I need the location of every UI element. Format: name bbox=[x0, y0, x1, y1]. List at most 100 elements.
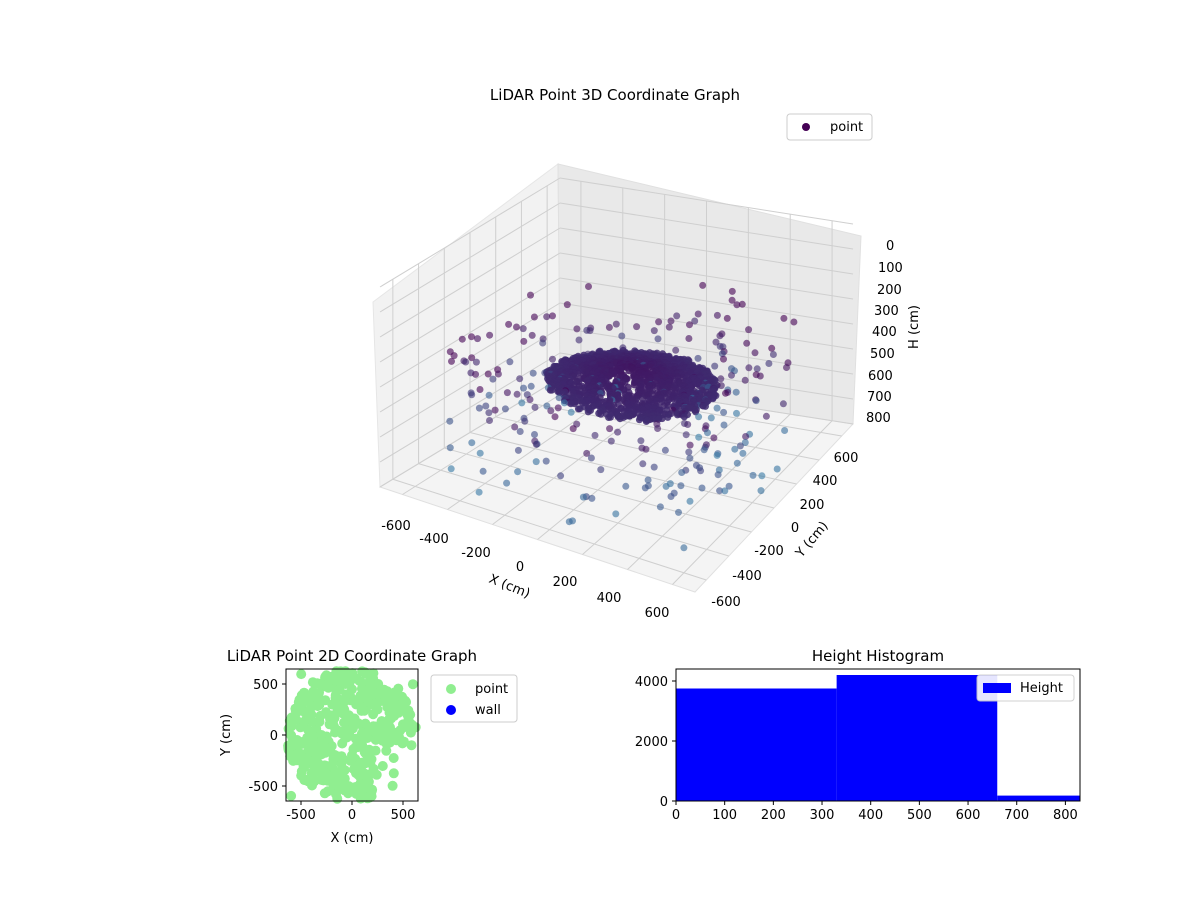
scatter-point-2d bbox=[364, 792, 375, 803]
y-tick-label: -500 bbox=[248, 780, 278, 795]
scatter-point-2d bbox=[334, 672, 345, 683]
lidar-point-3d bbox=[702, 402, 709, 410]
lidar-point-3d bbox=[526, 396, 534, 403]
scatter-point-2d bbox=[340, 696, 350, 706]
lidar-point-3d bbox=[520, 384, 527, 392]
lidar-point-3d bbox=[773, 465, 781, 473]
x-axis-label: X (cm) bbox=[331, 831, 374, 846]
point-cloud-3d bbox=[446, 281, 798, 552]
chart-3d-title: LiDAR Point 3D Coordinate Graph bbox=[490, 86, 740, 104]
lidar-point-3d bbox=[641, 484, 649, 492]
lidar-point-3d bbox=[686, 454, 694, 462]
lidar-point-3d bbox=[520, 337, 528, 345]
lidar-point-3d bbox=[530, 313, 538, 321]
scatter-point-2d bbox=[299, 687, 310, 698]
scatter-point-2d bbox=[298, 759, 309, 770]
grid-line bbox=[559, 302, 854, 350]
legend-label-point: point bbox=[830, 120, 863, 135]
z-tick-label: 300 bbox=[874, 304, 899, 319]
lidar-point-3d bbox=[573, 325, 581, 333]
lidar-point-3d bbox=[642, 418, 650, 425]
scatter-point-2d bbox=[367, 784, 378, 795]
legend-marker-point bbox=[802, 123, 810, 131]
scatter-point-2d bbox=[337, 708, 348, 719]
lidar-point-3d bbox=[506, 358, 514, 366]
lidar-point-3d bbox=[757, 487, 765, 495]
lidar-point-3d bbox=[739, 449, 747, 457]
lidar-point-3d bbox=[503, 479, 511, 487]
scatter-point-2d bbox=[316, 730, 327, 740]
grid-line bbox=[379, 252, 561, 363]
lidar-point-3d bbox=[753, 365, 761, 373]
legend-marker-wall bbox=[446, 705, 456, 715]
lidar-point-3d bbox=[704, 429, 711, 437]
lidar-point-3d bbox=[567, 400, 575, 408]
x-tick-label: 0 bbox=[348, 808, 356, 823]
scatter-point-2d bbox=[370, 745, 381, 756]
lidar-point-3d bbox=[622, 482, 630, 490]
scatter-point-2d bbox=[341, 732, 352, 743]
x-tick-label: -500 bbox=[286, 808, 316, 823]
scatter-point-2d bbox=[331, 685, 342, 696]
lidar-point-3d bbox=[743, 339, 751, 347]
scatter-point-2d bbox=[370, 734, 381, 745]
lidar-point-3d bbox=[532, 458, 540, 466]
lidar-point-3d bbox=[685, 448, 693, 456]
lidar-point-3d bbox=[769, 351, 777, 358]
scatter-point-2d bbox=[365, 689, 376, 700]
lidar-point-3d bbox=[635, 416, 643, 424]
x-tick-label: 400 bbox=[858, 808, 883, 823]
hist-bar bbox=[676, 688, 837, 801]
lidar-point-3d bbox=[614, 428, 622, 436]
lidar-point-3d bbox=[513, 323, 520, 331]
lidar-point-3d bbox=[446, 417, 454, 425]
lidar-point-3d bbox=[642, 445, 650, 453]
lidar-point-3d bbox=[779, 400, 787, 408]
lidar-point-3d bbox=[722, 389, 729, 397]
lidar-point-3d bbox=[597, 410, 605, 418]
legend-label-height: Height bbox=[1020, 681, 1063, 696]
scatter-point-2d bbox=[367, 669, 378, 680]
lidar-point-3d bbox=[462, 358, 470, 366]
x-tick-label: 0 bbox=[672, 808, 680, 823]
scatter-point-2d bbox=[377, 761, 388, 771]
scatter-point-2d bbox=[306, 709, 317, 720]
lidar-point-3d bbox=[707, 414, 715, 422]
scatter-point-2d bbox=[360, 770, 370, 781]
lidar-point-3d bbox=[569, 425, 577, 433]
lidar-point-3d bbox=[588, 494, 596, 502]
hist-bars bbox=[676, 675, 1080, 801]
y-tick-label: 0 bbox=[660, 795, 668, 810]
lidar-point-3d bbox=[680, 413, 688, 421]
scatter-point-2d bbox=[403, 705, 414, 716]
lidar-point-3d bbox=[731, 445, 739, 453]
scatter-point-2d bbox=[347, 750, 357, 761]
x-tick-label: -400 bbox=[419, 532, 449, 547]
scatter-point-2d bbox=[307, 780, 317, 791]
lidar-point-3d bbox=[539, 339, 547, 347]
lidar-point-3d bbox=[756, 372, 764, 380]
lidar-point-3d bbox=[450, 352, 458, 360]
lidar-point-3d bbox=[695, 413, 703, 421]
scatter-point-2d bbox=[314, 716, 325, 727]
lidar-point-3d bbox=[618, 332, 626, 340]
legend-3d: point bbox=[786, 113, 873, 141]
scatter-point-2d bbox=[387, 780, 398, 791]
lidar-point-3d bbox=[741, 439, 749, 446]
chart-hist: Height Histogram 0 100 200 300 400 500 600 700 8… bbox=[635, 647, 1081, 823]
scatter-point-2d bbox=[329, 721, 339, 732]
scatter-point-2d bbox=[381, 739, 392, 750]
lidar-point-3d bbox=[725, 482, 733, 490]
lidar-point-3d bbox=[527, 382, 535, 390]
scatter-point-2d bbox=[337, 764, 348, 774]
legend-hist: Height bbox=[976, 674, 1075, 702]
y-tick-label: -400 bbox=[732, 569, 762, 584]
lidar-point-3d bbox=[765, 360, 773, 367]
lidar-point-3d bbox=[531, 403, 539, 411]
x-tick-label: -200 bbox=[461, 546, 491, 561]
lidar-point-3d bbox=[491, 406, 499, 414]
lidar-point-3d bbox=[721, 487, 729, 495]
scatter-point-2d bbox=[388, 753, 399, 763]
lidar-point-3d bbox=[710, 434, 718, 442]
